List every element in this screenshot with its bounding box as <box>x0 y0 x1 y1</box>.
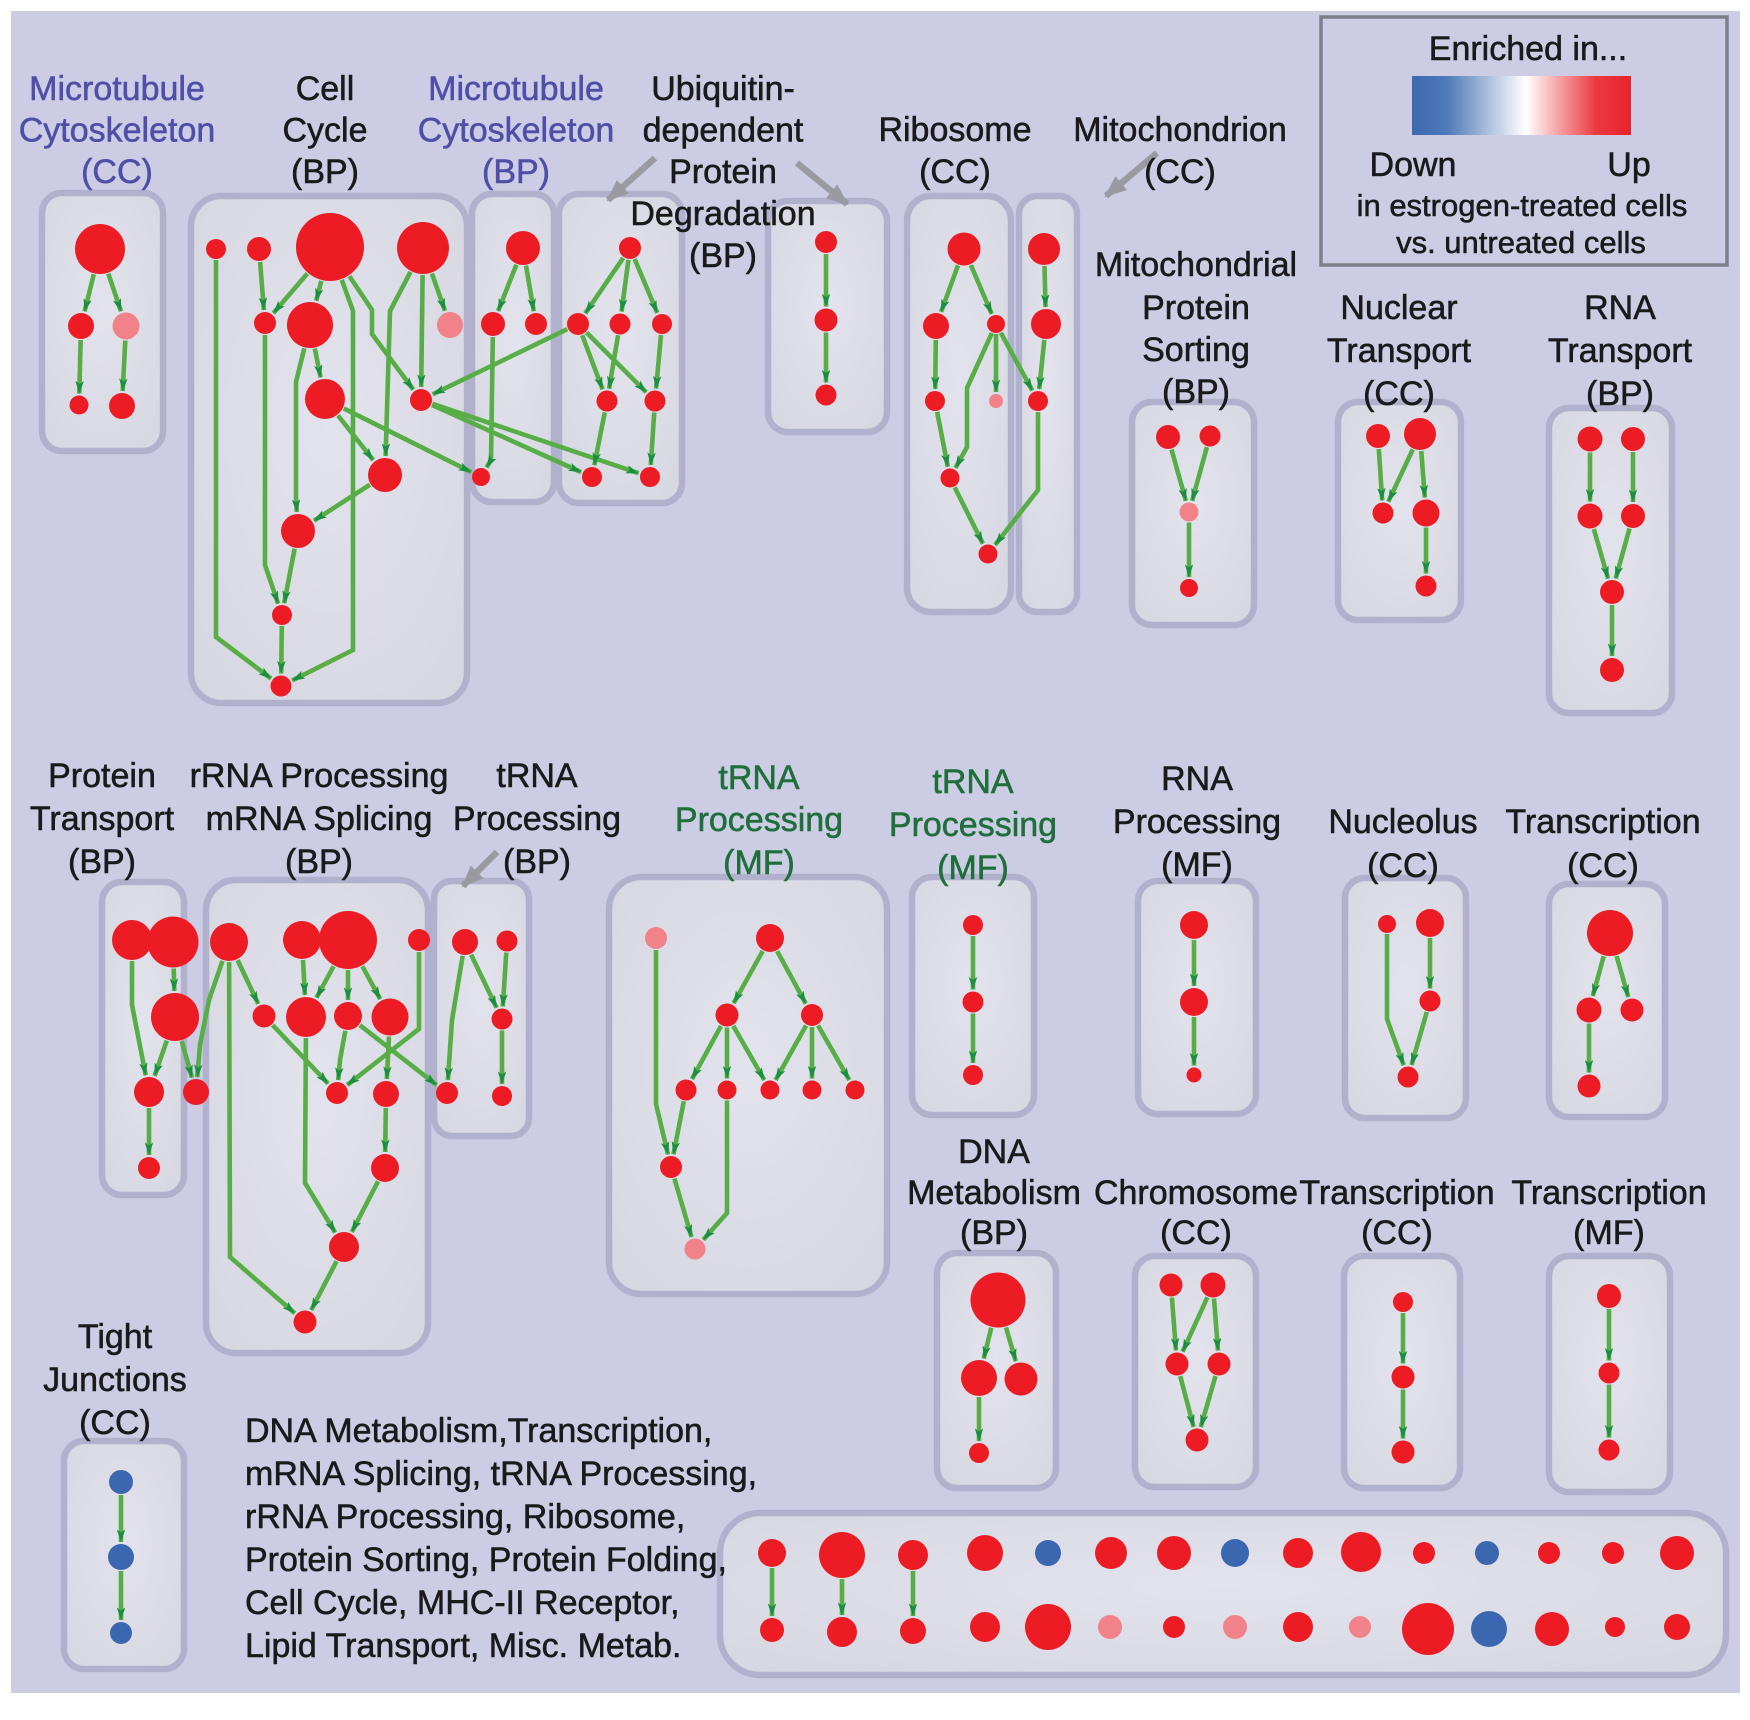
svg-text:Protein: Protein <box>1142 289 1250 327</box>
svg-text:mRNA Splicing: mRNA Splicing <box>206 800 433 838</box>
svg-text:Transport: Transport <box>1548 332 1693 370</box>
svg-text:Processing: Processing <box>675 801 843 839</box>
svg-text:Processing: Processing <box>453 800 621 838</box>
svg-text:Enriched in...: Enriched in... <box>1429 30 1627 68</box>
svg-text:Up: Up <box>1607 146 1650 184</box>
svg-text:(CC): (CC) <box>1361 1214 1433 1252</box>
svg-text:(BP): (BP) <box>1162 373 1230 411</box>
svg-text:Degradation: Degradation <box>630 195 815 233</box>
svg-text:Protein: Protein <box>48 757 156 795</box>
svg-text:(BP): (BP) <box>503 843 571 881</box>
svg-text:Transport: Transport <box>30 800 175 838</box>
svg-text:vs. untreated cells: vs. untreated cells <box>1396 225 1646 260</box>
svg-text:(BP): (BP) <box>960 1214 1028 1252</box>
svg-text:RNA: RNA <box>1584 289 1656 327</box>
svg-text:Nucleolus: Nucleolus <box>1328 803 1477 841</box>
svg-text:Sorting: Sorting <box>1142 331 1250 369</box>
svg-text:(CC): (CC) <box>1160 1214 1232 1252</box>
svg-text:rRNA Processing, Ribosome,: rRNA Processing, Ribosome, <box>245 1498 685 1536</box>
svg-text:Chromosome: Chromosome <box>1094 1174 1298 1212</box>
svg-text:Mitochondrion: Mitochondrion <box>1073 111 1287 149</box>
svg-text:Cytoskeleton: Cytoskeleton <box>19 112 216 150</box>
svg-text:Cytoskeleton: Cytoskeleton <box>418 112 615 150</box>
svg-text:tRNA: tRNA <box>496 757 578 795</box>
svg-text:Ribosome: Ribosome <box>878 111 1031 149</box>
svg-text:Transcription: Transcription <box>1511 1174 1706 1212</box>
svg-text:rRNA Processing: rRNA Processing <box>190 757 449 795</box>
svg-text:(MF): (MF) <box>937 849 1009 887</box>
svg-text:Processing: Processing <box>889 806 1057 844</box>
svg-text:DNA: DNA <box>958 1133 1030 1171</box>
svg-text:in estrogen-treated cells: in estrogen-treated cells <box>1357 188 1688 223</box>
svg-text:(BP): (BP) <box>482 153 550 191</box>
svg-text:(BP): (BP) <box>689 237 757 275</box>
svg-text:(BP): (BP) <box>291 153 359 191</box>
svg-text:Lipid Transport, Misc. Metab.: Lipid Transport, Misc. Metab. <box>245 1627 682 1665</box>
svg-text:RNA: RNA <box>1161 760 1233 798</box>
svg-text:(CC): (CC) <box>1567 847 1639 885</box>
svg-text:Protein: Protein <box>669 153 777 191</box>
svg-text:(CC): (CC) <box>1144 153 1216 191</box>
svg-text:(CC): (CC) <box>1367 847 1439 885</box>
svg-text:Cell: Cell <box>296 70 355 108</box>
svg-text:(MF): (MF) <box>1161 846 1233 884</box>
svg-text:(BP): (BP) <box>68 843 136 881</box>
svg-text:Transport: Transport <box>1327 332 1472 370</box>
svg-text:Cell Cycle, MHC-II Receptor,: Cell Cycle, MHC-II Receptor, <box>245 1584 680 1622</box>
svg-text:Junctions: Junctions <box>43 1361 187 1399</box>
svg-text:(MF): (MF) <box>1573 1214 1645 1252</box>
svg-text:Processing: Processing <box>1113 803 1281 841</box>
svg-text:DNA Metabolism,Transcription,: DNA Metabolism,Transcription, <box>245 1412 712 1450</box>
svg-text:Cycle: Cycle <box>282 112 367 150</box>
svg-text:Tight: Tight <box>78 1318 153 1356</box>
svg-text:tRNA: tRNA <box>718 759 800 797</box>
svg-text:Mitochondrial: Mitochondrial <box>1095 246 1297 284</box>
svg-text:(BP): (BP) <box>1586 375 1654 413</box>
svg-text:Protein Sorting, Protein Foldi: Protein Sorting, Protein Folding, <box>245 1541 727 1579</box>
svg-text:(CC): (CC) <box>79 1404 151 1442</box>
svg-text:(MF): (MF) <box>723 844 795 882</box>
svg-text:Transcription: Transcription <box>1505 803 1700 841</box>
svg-text:Microtubule: Microtubule <box>428 70 604 108</box>
svg-text:(CC): (CC) <box>919 153 991 191</box>
svg-text:Nuclear: Nuclear <box>1340 289 1457 327</box>
svg-text:Ubiquitin-: Ubiquitin- <box>651 70 795 108</box>
svg-text:tRNA: tRNA <box>932 763 1014 801</box>
svg-text:Transcription: Transcription <box>1299 1174 1494 1212</box>
svg-text:(BP): (BP) <box>285 843 353 881</box>
svg-text:dependent: dependent <box>643 112 804 150</box>
svg-text:Microtubule: Microtubule <box>29 70 205 108</box>
svg-text:Metabolism: Metabolism <box>907 1174 1081 1212</box>
svg-text:(CC): (CC) <box>81 153 153 191</box>
svg-text:Down: Down <box>1370 146 1457 184</box>
svg-text:(CC): (CC) <box>1363 375 1435 413</box>
svg-text:mRNA Splicing, tRNA Processing: mRNA Splicing, tRNA Processing, <box>245 1455 757 1493</box>
